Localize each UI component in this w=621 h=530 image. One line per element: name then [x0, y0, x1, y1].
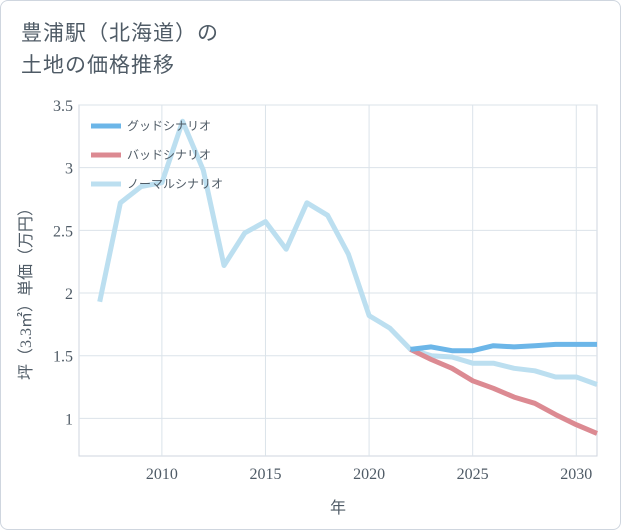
legend-label-1: バッドシナリオ [127, 148, 211, 162]
y-tick-label: 3 [65, 161, 73, 178]
chart-title: 豊浦駅（北海道）の 土地の価格推移 [21, 17, 219, 81]
x-tick-label: 2010 [146, 466, 178, 483]
y-axis-label: 坪（3.3㎡）単価（万円） [17, 200, 35, 380]
series-line-0 [410, 341, 597, 354]
y-tick-label: 2 [65, 286, 73, 303]
x-axis-ticks: 2010 2015 2020 2025 2030 [146, 466, 592, 483]
y-tick-label: 1.5 [53, 349, 73, 366]
series-line-1 [409, 347, 598, 436]
x-tick-label: 2025 [457, 466, 489, 483]
y-tick-label: 3.5 [53, 98, 73, 115]
series-line-2 [97, 118, 598, 387]
chart-title-line2: 土地の価格推移 [21, 53, 175, 77]
x-tick-label: 2015 [249, 466, 281, 483]
legend-label-2: ノーマルシナリオ [127, 177, 223, 191]
x-tick-label: 2020 [353, 466, 385, 483]
x-axis-label: 年 [330, 499, 346, 517]
x-tick-label: 2030 [560, 466, 592, 483]
y-tick-label: 2.5 [53, 223, 73, 240]
legend-label-0: グッドシナリオ [127, 119, 211, 133]
chart-title-line1: 豊浦駅（北海道）の [21, 21, 219, 45]
y-axis-ticks: 1 1.5 2 2.5 3 3.5 [53, 98, 73, 428]
series-lines [97, 118, 598, 436]
y-tick-label: 1 [65, 411, 73, 428]
